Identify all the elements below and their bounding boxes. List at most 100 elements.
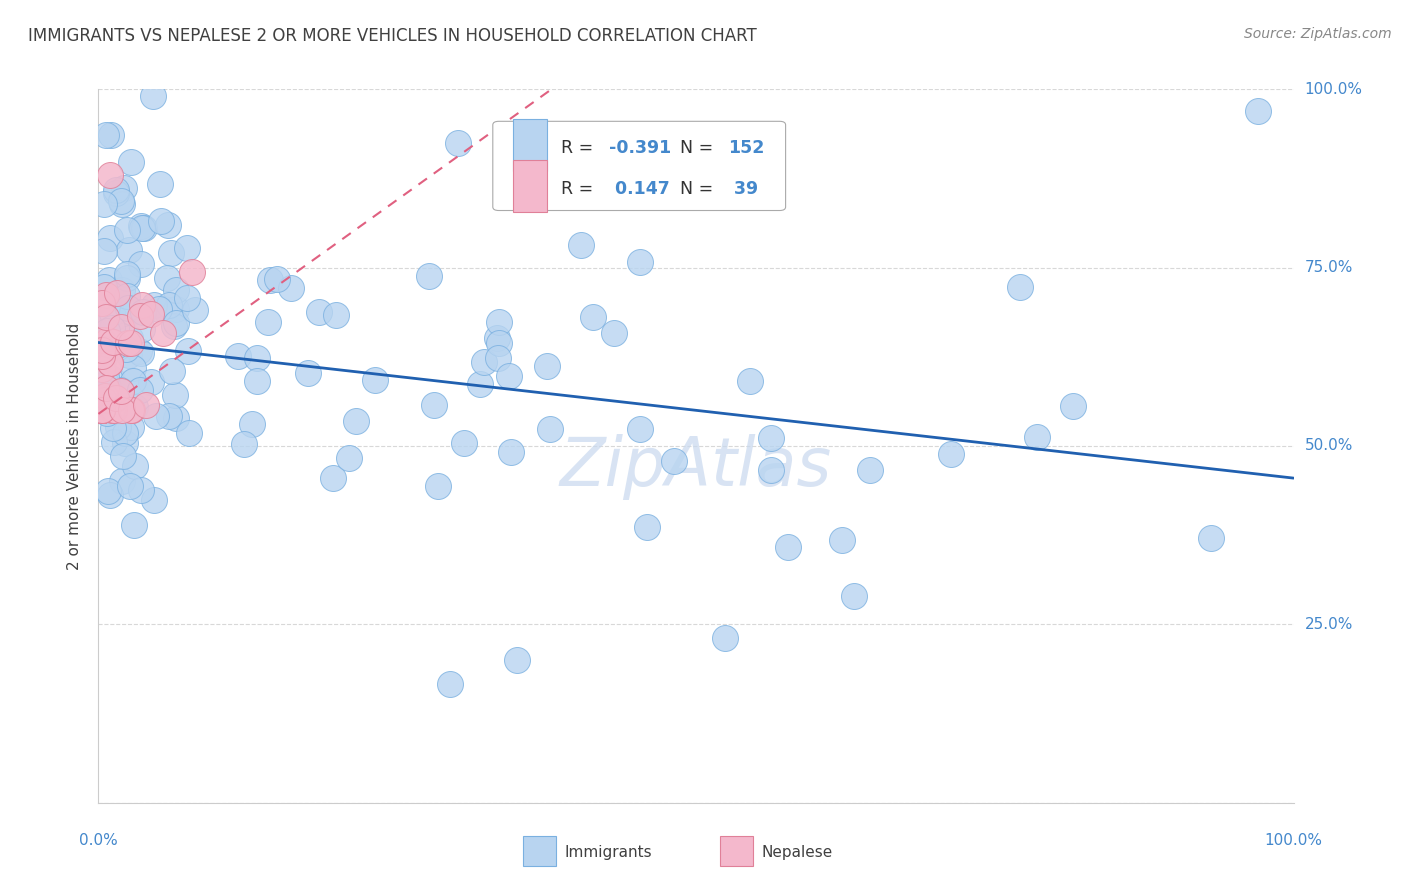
Point [176,241,198,255]
FancyBboxPatch shape [513,161,547,211]
Point [98,320,121,334]
Point [110,328,132,343]
Point [97,273,120,287]
Point [118,479,141,493]
Point [156,219,179,233]
Text: Immigrants: Immigrants [565,846,652,860]
Point [94,376,117,390]
Text: 39: 39 [728,180,758,198]
Point [105,285,128,300]
Point [536,359,558,373]
Point [145,409,167,423]
Point [131,322,153,336]
Point [280,281,302,295]
Y-axis label: 2 or more Vehicles in Household: 2 or more Vehicles in Household [67,322,83,570]
FancyBboxPatch shape [513,120,547,170]
Point [160,364,183,378]
Point [91,403,114,417]
Point [115,270,138,285]
Point [100,488,122,502]
Point [120,154,142,169]
Point [117,301,139,315]
Point [94,389,117,403]
Point [582,310,605,324]
Point [131,298,153,312]
Text: 100.0%: 100.0% [1264,833,1323,848]
Point [233,437,256,451]
Point [486,330,509,344]
Point [91,361,114,376]
Point [177,343,200,358]
Point [259,273,281,287]
Point [101,334,124,349]
Point [91,403,114,417]
Point [246,374,269,388]
Point [142,298,165,312]
Point [129,219,152,234]
Point [103,336,125,351]
Point [98,397,121,411]
Point [93,392,115,407]
Point [104,186,127,201]
Point [111,403,134,417]
Point [163,388,186,402]
Point [93,342,115,356]
Point [179,426,201,441]
Point [114,436,136,450]
Point [120,420,142,434]
Point [560,181,582,195]
Point [96,310,118,325]
Point [181,264,204,278]
Text: Source: ZipAtlas.com: Source: ZipAtlas.com [1244,27,1392,41]
Point [165,411,187,425]
Point [446,136,468,150]
Text: 0.147: 0.147 [609,180,669,198]
Point [153,301,176,316]
Point [506,653,529,667]
Point [103,337,125,351]
Text: IMMIGRANTS VS NEPALESE 2 OR MORE VEHICLES IN HOUSEHOLD CORRELATION CHART: IMMIGRANTS VS NEPALESE 2 OR MORE VEHICLE… [28,27,756,45]
Point [150,213,173,227]
Point [488,315,510,329]
Point [120,335,142,350]
Point [118,348,141,362]
Point [426,478,449,492]
Point [98,356,121,370]
Point [98,168,122,182]
Point [100,372,122,386]
Point [91,334,114,348]
Point [93,244,115,259]
Text: 152: 152 [728,139,765,157]
Point [246,351,269,365]
Point [662,453,685,467]
Point [91,403,114,417]
Text: 75.0%: 75.0% [1305,260,1353,275]
Point [94,366,117,380]
Point [129,383,152,397]
Point [363,374,385,388]
Point [91,403,114,417]
Point [176,291,198,305]
Point [322,471,344,485]
Point [94,287,117,301]
Point [128,343,150,358]
Point [118,243,141,257]
Point [118,331,141,345]
Point [94,128,117,143]
Point [1026,430,1049,444]
Point [184,303,207,318]
Point [714,631,737,645]
Point [346,414,368,428]
Point [105,391,128,405]
Point [108,383,131,397]
Point [124,400,146,414]
Text: 100.0%: 100.0% [1305,82,1362,96]
Point [1062,399,1084,413]
Point [112,449,135,463]
Point [101,306,124,320]
Point [121,403,143,417]
Text: R =: R = [561,139,599,157]
Point [778,541,800,555]
Point [105,183,128,197]
Point [93,311,115,326]
